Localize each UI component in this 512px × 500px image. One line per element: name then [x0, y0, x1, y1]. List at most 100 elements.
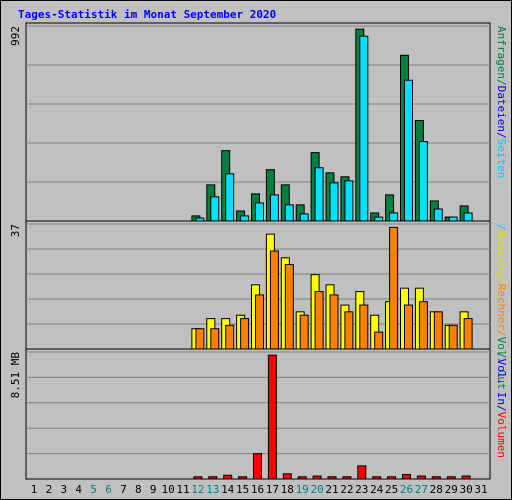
bar	[404, 304, 413, 350]
x-tick-label: 21	[325, 483, 338, 496]
bar	[463, 318, 473, 350]
series-label-part: /	[495, 79, 508, 86]
series-label: /Vol. In/Volumen	[495, 352, 508, 458]
x-tick-label: 9	[150, 483, 157, 496]
bar	[448, 216, 458, 222]
bar	[389, 226, 399, 350]
x-tick-label: 31	[474, 483, 487, 496]
x-tick-label: 20	[310, 483, 323, 496]
bar	[312, 475, 322, 480]
bar	[344, 311, 354, 350]
bar	[404, 79, 413, 222]
series-label-part: /	[495, 132, 508, 139]
x-tick-label: 29	[445, 483, 458, 496]
series-label-part: /	[495, 277, 508, 284]
bar	[314, 167, 324, 222]
y-tick-label: 992	[9, 26, 22, 46]
x-tick-label: 8	[135, 483, 142, 496]
chart-title: Tages-Statistik im Monat September 2020	[18, 8, 276, 21]
bar	[314, 291, 324, 350]
bar	[433, 311, 443, 350]
bar	[372, 476, 382, 480]
bar	[329, 182, 339, 222]
x-tick-label: 17	[266, 483, 279, 496]
bar	[223, 474, 233, 480]
x-tick-label: 11	[176, 483, 189, 496]
x-tick-label: 2	[46, 483, 53, 496]
series-label-part: /	[495, 352, 508, 359]
series-label: /Besuche/Rechner/Vol. Out	[495, 224, 508, 390]
bar	[225, 324, 235, 350]
bar	[282, 473, 292, 480]
x-tick-label: 4	[75, 483, 82, 496]
bar	[448, 324, 458, 350]
y-tick-label: 8.51 MB	[9, 352, 22, 399]
bar	[431, 476, 441, 480]
series-label-part: Dateien	[495, 86, 508, 132]
x-tick-label: 13	[206, 483, 219, 496]
bar	[327, 476, 337, 480]
x-tick-label: 28	[430, 483, 443, 496]
x-tick-label: 30	[459, 483, 472, 496]
bar	[269, 194, 279, 222]
bar	[418, 141, 428, 222]
x-tick-label: 15	[236, 483, 249, 496]
series-label-part: Anfragen	[495, 26, 508, 79]
x-tick-label: 27	[415, 483, 428, 496]
bar	[297, 476, 307, 480]
x-tick-label: 18	[281, 483, 294, 496]
bar	[357, 465, 367, 480]
bar	[433, 208, 443, 222]
bar	[389, 212, 399, 222]
x-tick-label: 12	[191, 483, 204, 496]
bar	[374, 331, 384, 350]
bar	[359, 35, 369, 222]
x-tick-label: 10	[161, 483, 174, 496]
series-label-part: Rechner	[495, 284, 508, 331]
bar	[210, 328, 220, 350]
x-tick-label: 1	[31, 483, 38, 496]
x-tick-label: 19	[296, 483, 309, 496]
bar	[374, 216, 384, 222]
bar	[238, 476, 248, 480]
y-tick-label: 37	[9, 224, 22, 237]
x-tick-label: 25	[385, 483, 398, 496]
series-label-part: /	[495, 405, 508, 412]
bar	[195, 328, 205, 350]
series-label-part: Volumen	[495, 412, 508, 458]
bar	[240, 215, 250, 222]
x-tick-label: 16	[251, 483, 264, 496]
bar	[387, 476, 397, 480]
x-tick-label: 3	[60, 483, 67, 496]
bar	[299, 213, 309, 222]
x-tick-label: 14	[221, 483, 235, 496]
bar	[255, 294, 264, 350]
series-label-part: Besuche	[495, 231, 508, 277]
x-tick-label: 6	[105, 483, 112, 496]
bar	[461, 475, 471, 480]
bar	[418, 301, 428, 350]
x-tick-label: 7	[120, 483, 127, 496]
bar	[253, 453, 262, 480]
bar	[208, 476, 218, 480]
bar	[463, 212, 473, 222]
bar	[342, 476, 352, 480]
bar	[299, 314, 309, 350]
x-tick-label: 26	[400, 483, 413, 496]
series-label-part: Vol. In	[495, 359, 508, 405]
series-label-part: Seiten	[495, 139, 508, 179]
series-label-part: /	[495, 330, 508, 337]
bar	[402, 474, 411, 480]
bar	[267, 354, 277, 480]
bar	[329, 294, 339, 350]
bar	[210, 196, 220, 222]
x-tick-label: 5	[90, 483, 97, 496]
bar	[193, 476, 203, 480]
series-label-part: /	[495, 224, 508, 231]
bar	[446, 476, 456, 480]
bar	[240, 318, 250, 350]
bar	[416, 475, 426, 480]
x-tick-label: 24	[370, 483, 384, 496]
bar	[269, 250, 279, 350]
